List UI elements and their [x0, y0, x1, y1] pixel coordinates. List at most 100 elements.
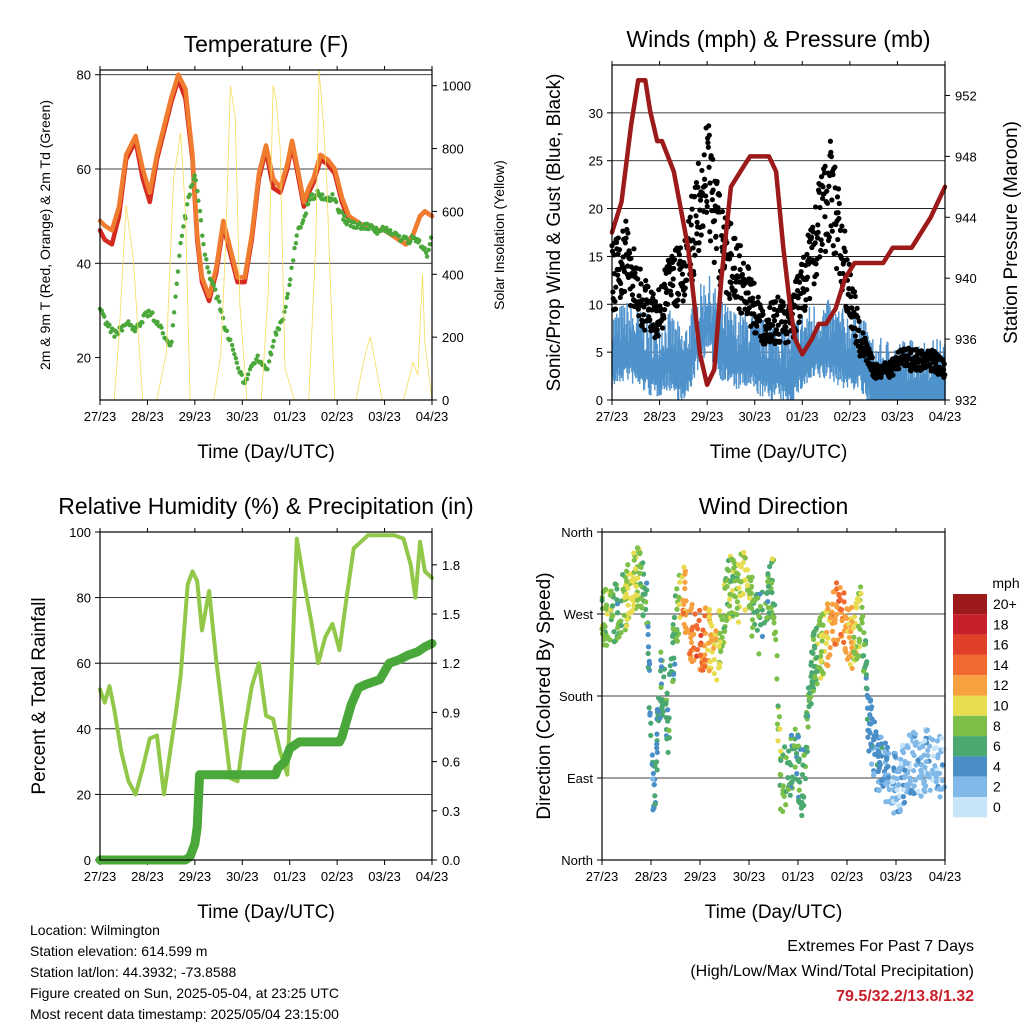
- data-point: [202, 252, 208, 257]
- extremes-values: 79.5/32.2/13.8/1.32: [836, 988, 974, 1005]
- x-tick-label: 02/23: [321, 409, 354, 424]
- direction-point: [734, 570, 740, 576]
- data-point: [795, 295, 801, 301]
- direction-point: [941, 746, 947, 752]
- direction-point: [794, 771, 800, 777]
- legend-label: 10: [993, 698, 1009, 714]
- data-point: [679, 264, 685, 270]
- direction-point: [628, 595, 634, 602]
- data-point: [849, 305, 855, 311]
- data-point: [670, 265, 677, 272]
- direction-point: [910, 768, 917, 774]
- direction-point: [899, 742, 906, 748]
- data-point: [697, 197, 704, 203]
- direction-point: [716, 643, 722, 650]
- direction-point: [703, 605, 709, 611]
- direction-point: [756, 651, 762, 657]
- direction-point: [676, 601, 682, 608]
- data-point: [344, 221, 349, 227]
- data-point: [422, 245, 427, 251]
- direction-point: [691, 645, 697, 651]
- direction-point: [907, 764, 913, 770]
- data-point: [643, 277, 649, 284]
- data-point: [697, 207, 703, 213]
- data-point: [670, 276, 676, 282]
- x-tick-label: 28/23: [131, 409, 164, 424]
- direction-point: [633, 583, 639, 589]
- direction-point: [851, 649, 857, 655]
- direction-point: [722, 628, 728, 634]
- x-axis-label: Time (Day/UTC): [197, 902, 335, 923]
- data-point: [160, 330, 166, 336]
- direction-point: [811, 663, 817, 670]
- direction-point: [885, 763, 891, 770]
- direction-point: [628, 608, 634, 615]
- direction-point: [692, 611, 698, 617]
- direction-point: [801, 752, 807, 758]
- data-point: [804, 274, 811, 280]
- series-line-precip: [95, 639, 437, 865]
- direction-point: [714, 677, 720, 683]
- direction-point: [851, 634, 857, 640]
- direction-point: [726, 568, 732, 574]
- direction-point: [872, 734, 878, 740]
- direction-point: [882, 748, 888, 755]
- direction-point: [645, 650, 651, 657]
- data-point: [287, 282, 292, 288]
- direction-point: [670, 621, 676, 628]
- direction-point: [670, 626, 676, 632]
- direction-point: [672, 661, 678, 667]
- direction-point: [900, 794, 907, 800]
- data-point: [636, 293, 642, 299]
- y-axis-label: Sonic/Prop Wind & Gust (Blue, Black): [544, 74, 565, 392]
- direction-point: [818, 649, 825, 655]
- data-point: [626, 250, 633, 256]
- data-point: [112, 334, 117, 339]
- direction-point: [654, 767, 660, 773]
- data-point: [726, 291, 732, 297]
- data-point: [709, 197, 715, 203]
- data-point: [740, 260, 747, 266]
- data-point: [653, 308, 660, 314]
- data-point: [245, 372, 251, 377]
- data-point: [107, 322, 112, 328]
- direction-point: [618, 618, 624, 624]
- data-point: [755, 294, 761, 300]
- x-tick-label: 01/23: [273, 869, 306, 884]
- direction-point: [670, 640, 676, 646]
- data-point: [694, 231, 700, 237]
- data-point: [808, 234, 815, 240]
- data-point: [751, 280, 757, 286]
- direction-point: [642, 591, 648, 597]
- data-point: [776, 331, 782, 337]
- direction-point: [801, 794, 807, 800]
- direction-point: [873, 729, 879, 735]
- data-point: [169, 339, 174, 345]
- data-point: [292, 245, 297, 251]
- data-point: [119, 328, 125, 333]
- direction-point: [832, 616, 838, 622]
- data-point: [150, 310, 155, 315]
- legend-swatch: [953, 614, 987, 635]
- direction-point: [768, 580, 775, 586]
- data-point: [815, 229, 821, 235]
- data-point: [802, 304, 808, 310]
- data-point: [282, 309, 287, 314]
- data-point: [132, 329, 138, 334]
- direction-point: [891, 810, 897, 816]
- direction-point: [892, 753, 898, 759]
- direction-point: [893, 797, 900, 803]
- direction-point: [607, 592, 613, 598]
- data-point: [835, 236, 841, 243]
- legend-swatch: [953, 634, 987, 655]
- data-point: [728, 252, 735, 258]
- legend-label: 12: [993, 677, 1009, 693]
- data-point: [682, 285, 688, 291]
- direction-point: [669, 633, 676, 639]
- direction-point: [734, 605, 740, 611]
- direction-point: [702, 657, 708, 663]
- data-point: [714, 178, 720, 185]
- data-point: [668, 292, 674, 298]
- data-point: [856, 327, 862, 333]
- direction-point: [818, 633, 824, 639]
